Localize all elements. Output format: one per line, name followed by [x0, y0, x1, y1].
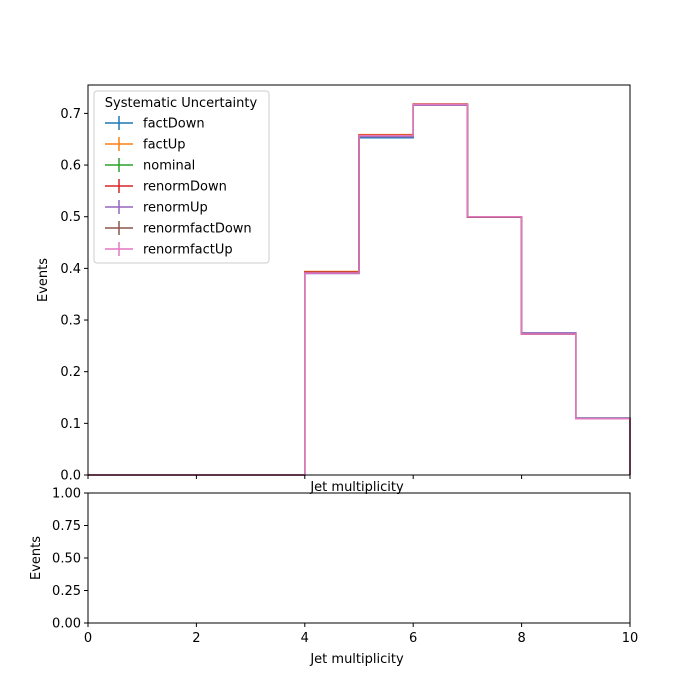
main-y-tick-label: 0.7	[60, 107, 81, 122]
ratio-x-tick-label: 0	[84, 631, 92, 646]
main-y-tick-label: 0.1	[60, 417, 81, 432]
legend-label: factUp	[143, 138, 186, 153]
legend-entry-nominal: nominal	[105, 158, 195, 174]
ratio-y-tick-label: 0.25	[52, 584, 81, 599]
main-y-tick-label: 0.2	[60, 365, 81, 380]
legend-entry-factDown: factDown	[105, 116, 205, 132]
main-plot-panel: 0.0 0.1 0.2 0.3 0.4 0.5 0.6 0.7 Events Jet mult…	[36, 84, 631, 495]
legend-entry-factUp: factUp	[105, 137, 186, 153]
ratio-x-tick-label: 6	[409, 631, 417, 646]
main-y-tick-label: 0.4	[60, 262, 81, 277]
legend-title: Systematic Uncertainty	[105, 96, 258, 111]
main-y-tick-label: 0.5	[60, 210, 81, 225]
main-y-tick-label: 0.0	[60, 469, 81, 484]
ratio-plot-panel: 0.00 0.25 0.50 0.75 1.00 0 2 4 6 8 10 Events Jet …	[29, 487, 638, 668]
main-x-ticks	[87, 475, 631, 479]
ratio-y-axis-title: Events	[29, 536, 44, 580]
ratio-y-tick-label: 0.00	[52, 617, 81, 632]
legend: Systematic Uncertainty factDown factUp nom…	[93, 90, 270, 264]
ratio-y-tick-label: 0.50	[52, 552, 81, 567]
legend-entry-renormfactUp: renormfactUp	[105, 242, 233, 258]
legend-label: factDown	[143, 117, 205, 132]
main-x-axis-title: Jet multiplicity	[309, 480, 404, 495]
ratio-x-ticks: 0 2 4 6 8 10	[84, 623, 638, 646]
ratio-y-tick-label: 0.75	[52, 519, 81, 534]
legend-label: renormDown	[143, 180, 227, 195]
legend-box	[93, 90, 270, 264]
legend-entry-renormfactDown: renormfactDown	[105, 221, 252, 237]
main-y-axis-title: Events	[36, 258, 51, 302]
legend-label: renormUp	[143, 201, 208, 216]
ratio-x-axis-title: Jet multiplicity	[309, 652, 404, 667]
ratio-x-tick-label: 2	[192, 631, 200, 646]
main-plot-frame	[87, 84, 631, 476]
ratio-x-tick-label: 10	[622, 631, 639, 646]
main-y-tick-label: 0.6	[60, 159, 81, 174]
main-y-tick-label: 0.3	[60, 314, 81, 329]
legend-entry-renormDown: renormDown	[105, 179, 227, 195]
main-y-ticks: 0.0 0.1 0.2 0.3 0.4 0.5 0.6 0.7	[60, 107, 88, 484]
legend-label: renormfactUp	[143, 243, 233, 258]
legend-entry-renormUp: renormUp	[105, 200, 208, 216]
legend-label: renormfactDown	[143, 222, 252, 237]
ratio-y-ticks: 0.00 0.25 0.50 0.75 1.00	[52, 487, 88, 632]
legend-items: factDown factUp nominal renormDown renormUp r…	[105, 116, 252, 258]
legend-label: nominal	[143, 159, 195, 174]
ratio-x-tick-label: 4	[301, 631, 309, 646]
ratio-x-tick-label: 8	[517, 631, 525, 646]
ratio-y-tick-label: 1.00	[52, 487, 81, 502]
